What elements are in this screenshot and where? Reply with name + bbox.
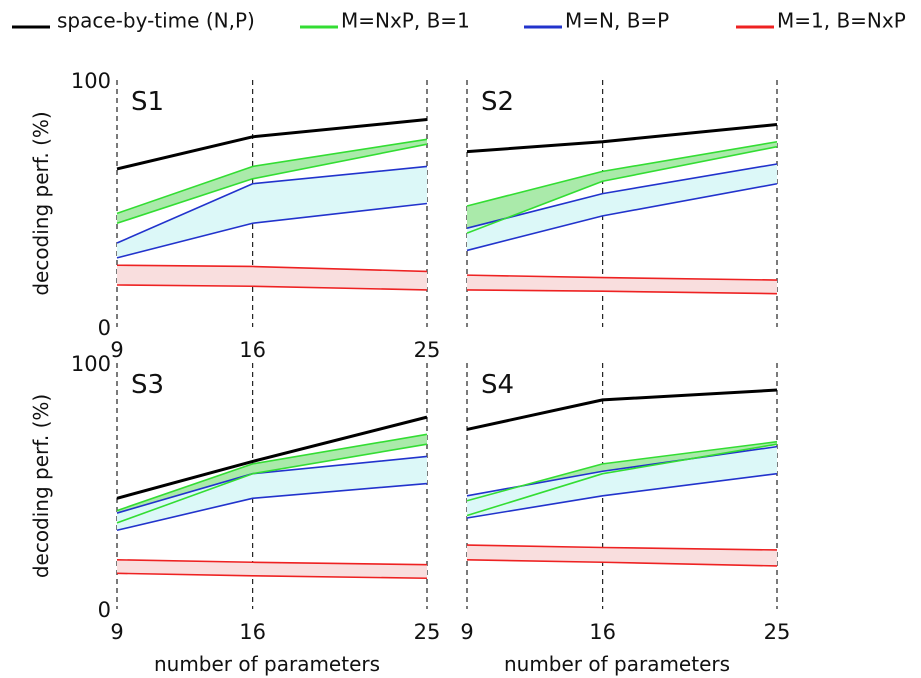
line-m-1-b-nxp-upper <box>116 264 428 273</box>
line-m-n-b-p-lower <box>466 182 778 252</box>
y-tick-label: 0 <box>98 316 111 340</box>
x-axis-label: number of parameters <box>154 652 380 676</box>
panel-label-s4: S4 <box>481 370 514 400</box>
line-m-nxp-b-1-lower <box>466 145 778 234</box>
line-m-n-b-p-lower <box>466 472 778 519</box>
line-m-nxp-b-1-upper <box>466 140 778 207</box>
line-m-n-b-p-upper <box>116 165 428 244</box>
x-tick-label: 9 <box>110 620 123 644</box>
line-space-by-time-n-p <box>116 118 428 171</box>
x-tick-label: 25 <box>764 620 791 644</box>
line-m-1-b-nxp-upper <box>466 544 778 551</box>
y-axis-label: decoding perf. (%) <box>29 111 53 295</box>
line-m-1-b-nxp-lower <box>116 284 428 291</box>
band-m-n-b-p <box>117 166 427 258</box>
x-tick-label: 16 <box>239 338 266 362</box>
line-m-nxp-b-1-upper <box>466 440 778 502</box>
panel-s2: S2 <box>466 80 778 327</box>
band-m-nxp-b-1 <box>117 434 427 523</box>
line-m-n-b-p-lower <box>116 482 428 532</box>
x-tick-label: 16 <box>589 620 616 644</box>
x-tick-label: 25 <box>414 338 441 362</box>
x-tick-label: 9 <box>460 620 473 644</box>
band-m-1-b-nxp <box>117 265 427 290</box>
y-tick-label: 100 <box>71 69 111 93</box>
band-m-nxp-b-1 <box>117 139 427 224</box>
line-m-nxp-b-1-lower <box>116 443 428 524</box>
line-m-nxp-b-1-upper <box>116 138 428 215</box>
legend-label-m-nxp-b-1: M=NxP, B=1 <box>341 9 470 33</box>
legend-label-space-by-time-n-p: space-by-time (N,P) <box>57 9 255 33</box>
panel-label-s3: S3 <box>131 370 164 400</box>
x-tick-label: 9 <box>110 338 123 362</box>
line-m-n-b-p-lower <box>116 202 428 259</box>
x-tick-label: 16 <box>239 620 266 644</box>
line-m-1-b-nxp-lower <box>116 572 428 580</box>
legend-label-m-n-b-p: M=N, B=P <box>565 9 669 33</box>
line-m-1-b-nxp-lower <box>466 559 778 567</box>
legend-label-m-1-b-nxp: M=1, B=NxP <box>777 9 906 33</box>
line-space-by-time-n-p <box>466 388 778 431</box>
band-m-n-b-p <box>467 446 777 518</box>
y-tick-label: 100 <box>71 352 111 376</box>
line-space-by-time-n-p <box>466 122 778 154</box>
x-tick-label: 25 <box>414 620 441 644</box>
band-m-n-b-p <box>467 163 777 251</box>
line-m-1-b-nxp-upper <box>466 274 778 281</box>
line-m-nxp-b-1-upper <box>116 433 428 512</box>
legend: space-by-time (N,P) M=NxP, B=1 M=N, B=P M=1… <box>12 9 906 33</box>
band-m-nxp-b-1 <box>467 141 777 234</box>
panel-s1: S1 0 100 9 16 25 decoding perf. (%) <box>29 69 440 362</box>
panel-s3: S3 0 100 9 16 25 decoding perf. (%) number of p… <box>29 352 440 676</box>
line-m-1-b-nxp-lower <box>466 289 778 295</box>
y-tick-label: 0 <box>98 598 111 622</box>
line-m-1-b-nxp-upper <box>116 559 428 566</box>
line-space-by-time-n-p <box>116 415 428 500</box>
line-m-nxp-b-1-lower <box>116 143 428 225</box>
x-axis-label: number of parameters <box>504 652 730 676</box>
y-axis-label: decoding perf. (%) <box>29 394 53 578</box>
line-m-nxp-b-1-lower <box>466 443 778 517</box>
panel-label-s1: S1 <box>131 87 164 117</box>
panel-s4: S4 9 16 25 number of parameters <box>460 363 790 676</box>
panel-label-s2: S2 <box>481 87 514 117</box>
